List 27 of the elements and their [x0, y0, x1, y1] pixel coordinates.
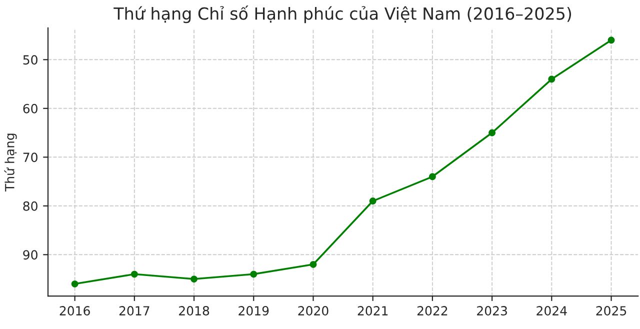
point	[548, 76, 556, 83]
y-tick-label: 80	[23, 201, 38, 211]
point	[608, 36, 615, 44]
point	[428, 173, 436, 180]
chart-title: Thứ hạng Chỉ số Hạnh phúc của Việt Nam (2016–2025)	[114, 6, 572, 24]
point	[130, 270, 138, 278]
y-tick-label: 50	[23, 55, 38, 65]
y-tick-label: 90	[23, 250, 38, 260]
x-tick-label: 2023	[477, 306, 507, 316]
y-tick-label: 60	[23, 104, 38, 114]
point	[190, 276, 198, 283]
point	[71, 280, 78, 288]
point	[488, 129, 496, 136]
x-tick-label: 2020	[298, 306, 328, 316]
x-tick-label: 2022	[417, 306, 448, 316]
x-tick-label: 2016	[60, 306, 90, 316]
y-tick-label: 70	[23, 152, 38, 162]
y-axis-title: Thứ hạng	[4, 134, 17, 192]
x-tick-label: 2025	[596, 306, 626, 316]
point	[369, 198, 376, 205]
x-tick-label: 2017	[119, 306, 150, 316]
point	[250, 270, 258, 278]
x-tick-label: 2019	[238, 306, 269, 316]
x-tick-label: 2021	[358, 306, 388, 316]
x-tick-label: 2024	[536, 306, 567, 316]
x-tick-label: 2018	[179, 306, 210, 316]
point	[310, 260, 317, 268]
